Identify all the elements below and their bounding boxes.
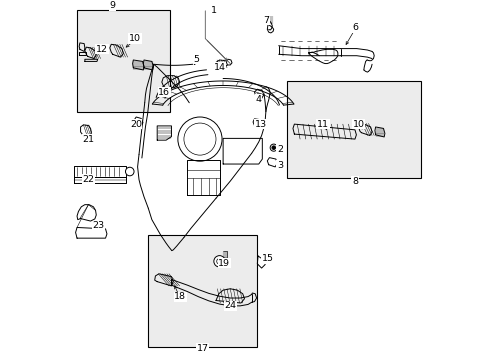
Circle shape (125, 167, 134, 176)
Text: 6: 6 (351, 23, 357, 32)
Bar (286, 81, 420, 177)
Text: 5: 5 (193, 55, 199, 64)
Text: 10: 10 (352, 120, 364, 129)
Text: 12: 12 (96, 45, 108, 54)
Text: 22: 22 (82, 175, 94, 184)
Text: 24: 24 (224, 301, 236, 310)
Text: 8: 8 (351, 177, 357, 186)
Text: 2: 2 (277, 145, 283, 154)
Text: 3: 3 (277, 161, 283, 170)
Text: 20: 20 (129, 120, 142, 129)
Text: 17: 17 (196, 344, 208, 353)
Text: 16: 16 (158, 87, 170, 96)
Text: 13: 13 (254, 120, 266, 129)
Text: 7: 7 (263, 15, 268, 24)
Circle shape (183, 123, 216, 155)
Text: 11: 11 (316, 120, 328, 129)
Text: 1: 1 (211, 6, 217, 15)
Bar (148, 235, 257, 347)
Circle shape (269, 144, 277, 151)
Circle shape (178, 117, 222, 161)
Circle shape (216, 258, 222, 264)
Circle shape (213, 256, 225, 267)
Text: 9: 9 (109, 1, 116, 10)
Text: 4: 4 (255, 95, 261, 104)
Text: 14: 14 (213, 63, 225, 72)
Text: 19: 19 (218, 258, 230, 267)
Bar (77, 10, 169, 112)
Text: 21: 21 (82, 135, 94, 144)
Text: 10: 10 (129, 34, 141, 43)
Text: 18: 18 (174, 292, 186, 301)
Text: 15: 15 (261, 254, 273, 263)
Text: 23: 23 (92, 221, 104, 230)
Circle shape (271, 146, 275, 149)
